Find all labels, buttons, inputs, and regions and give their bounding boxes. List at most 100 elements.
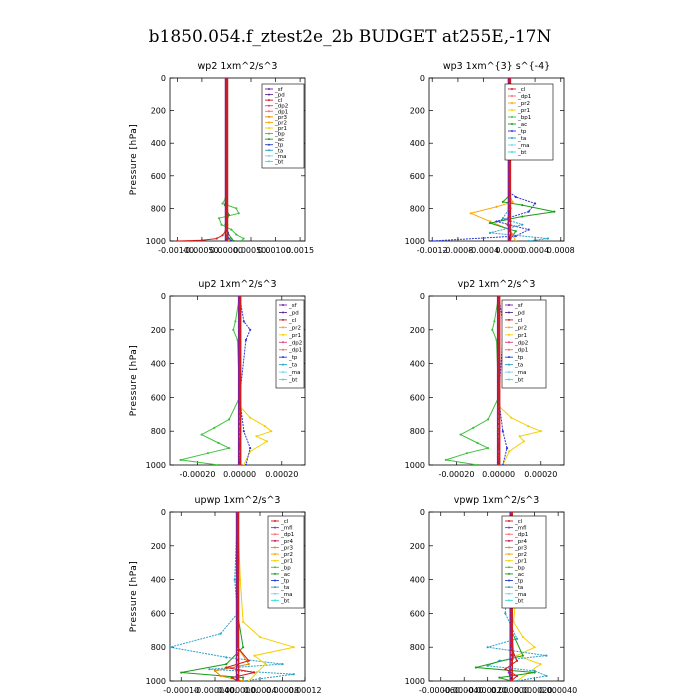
zero-term-point bbox=[225, 184, 228, 188]
legend-entry: _pr4 bbox=[514, 539, 528, 545]
zero-term-point bbox=[510, 623, 513, 627]
series-line-ac bbox=[181, 512, 244, 681]
legend-marker bbox=[508, 546, 510, 549]
series-point-pr2 bbox=[495, 205, 498, 208]
zero-term-point bbox=[238, 297, 241, 301]
y-tick-label: 1000 bbox=[405, 677, 425, 686]
legend-entry: _tp bbox=[288, 355, 298, 361]
series-point-ta bbox=[515, 637, 519, 640]
y-axis-label: Pressure [hPa] bbox=[129, 345, 139, 417]
legend-marker bbox=[274, 579, 276, 582]
zero-term-point bbox=[236, 533, 239, 537]
y-tick-label: 1000 bbox=[405, 237, 425, 246]
zero-term-point bbox=[238, 342, 241, 346]
series-point-ac bbox=[553, 210, 556, 213]
zero-term-point bbox=[236, 528, 239, 532]
zero-term-point bbox=[497, 332, 500, 336]
zero-term-point bbox=[236, 678, 239, 681]
legend-entry: _cl bbox=[288, 318, 297, 324]
series-point-tp bbox=[527, 210, 530, 213]
series-point-pr1 bbox=[522, 440, 526, 443]
zero-term-point bbox=[508, 224, 511, 228]
x-tick-label: -0.000040. bbox=[442, 686, 486, 695]
series-point-ta bbox=[488, 231, 492, 234]
zero-term-point bbox=[497, 387, 500, 391]
series-point-tp bbox=[527, 228, 530, 231]
legend: _sf_pd _cl_pr2 _pr1_dp2 _dp1_tp _ta_ma _bt bbox=[501, 299, 547, 389]
zero-term-point bbox=[236, 663, 239, 667]
series-point-pr1 bbox=[255, 435, 258, 438]
zero-term-point bbox=[508, 174, 511, 178]
panel-6: vpwp 1xm^2/s^3 0 200 400 600 800 1000-0.000060… bbox=[405, 495, 578, 695]
series-point-cl bbox=[247, 659, 250, 662]
zero-term-point bbox=[497, 362, 500, 366]
legend-marker bbox=[508, 378, 510, 381]
legend-entry: _ma bbox=[288, 370, 300, 376]
legend-marker bbox=[511, 102, 513, 104]
zero-term-point bbox=[497, 317, 500, 321]
legend-marker bbox=[508, 553, 510, 556]
series-point-tp bbox=[249, 328, 252, 331]
legend-entry: _pr1 bbox=[288, 333, 301, 339]
series-point-pr2 bbox=[511, 200, 514, 203]
legend-marker bbox=[268, 121, 270, 124]
legend-entry: _dp1 bbox=[280, 532, 294, 538]
legend-entry: _dp1 bbox=[517, 94, 531, 100]
series-line-tp bbox=[239, 296, 251, 465]
zero-term-point bbox=[238, 367, 241, 371]
legend-entry: _pr2 bbox=[514, 552, 527, 558]
legend-marker bbox=[274, 539, 276, 542]
zero-term-point bbox=[238, 407, 241, 411]
x-tick-label: 0.0004 bbox=[521, 246, 549, 255]
zero-term-point bbox=[497, 437, 500, 441]
zero-term-point bbox=[238, 442, 241, 446]
zero-term-point bbox=[508, 159, 511, 163]
series-point-tp bbox=[505, 447, 509, 450]
y-tick-label: 400 bbox=[151, 360, 166, 369]
zero-term-point bbox=[236, 558, 239, 562]
legend-entry: _cl bbox=[514, 519, 523, 525]
series-point-ta bbox=[504, 612, 507, 615]
legend-entry: _dp2 bbox=[274, 104, 288, 110]
legend-entry: _sf bbox=[274, 87, 284, 93]
legend-marker bbox=[268, 115, 270, 118]
x-tick-label: 0.00020 bbox=[265, 470, 298, 479]
legend-marker bbox=[268, 99, 270, 102]
legend-entry: _pd bbox=[288, 310, 299, 316]
zero-term-point bbox=[225, 174, 228, 178]
legend-marker bbox=[508, 318, 510, 321]
zero-term-point bbox=[238, 352, 241, 356]
series-line-cl bbox=[226, 512, 255, 681]
zero-term-point bbox=[236, 643, 239, 647]
zero-term-point bbox=[238, 332, 241, 336]
y-tick-label: 1000 bbox=[405, 461, 425, 470]
legend-entry: _pr2 bbox=[274, 120, 287, 126]
panel-title: wp3 1xm^{3} s^{-4} bbox=[443, 61, 550, 72]
series-point-bp bbox=[476, 463, 479, 465]
zero-term-point bbox=[225, 99, 228, 103]
series-point-bp bbox=[444, 458, 447, 462]
series-point-cl bbox=[176, 239, 179, 241]
series-point-ac bbox=[242, 676, 245, 679]
y-tick-label: 0 bbox=[161, 508, 166, 517]
zero-term-point bbox=[510, 673, 513, 677]
zero-term-point bbox=[238, 437, 241, 441]
series-point-pr1 bbox=[264, 663, 267, 666]
legend-entry: _pr4 bbox=[280, 539, 294, 545]
series-point-bp bbox=[491, 328, 494, 331]
zero-term-point bbox=[238, 457, 241, 461]
zero-term-point bbox=[508, 194, 511, 198]
series-point-ac bbox=[180, 671, 183, 674]
zero-term-point bbox=[225, 189, 228, 193]
series-point-bp bbox=[227, 418, 231, 421]
legend-marker bbox=[274, 572, 276, 575]
x-tick-label: 0.00020 bbox=[524, 470, 557, 479]
legend-entry: _ma bbox=[280, 592, 292, 598]
legend-marker bbox=[268, 138, 270, 141]
series-point-bp bbox=[235, 233, 238, 236]
series-point-bp bbox=[217, 463, 220, 465]
zero-term-point bbox=[508, 184, 511, 188]
series-point-bp bbox=[232, 328, 235, 331]
zero-term-point bbox=[225, 199, 228, 203]
legend-entry: _ma bbox=[517, 143, 529, 149]
